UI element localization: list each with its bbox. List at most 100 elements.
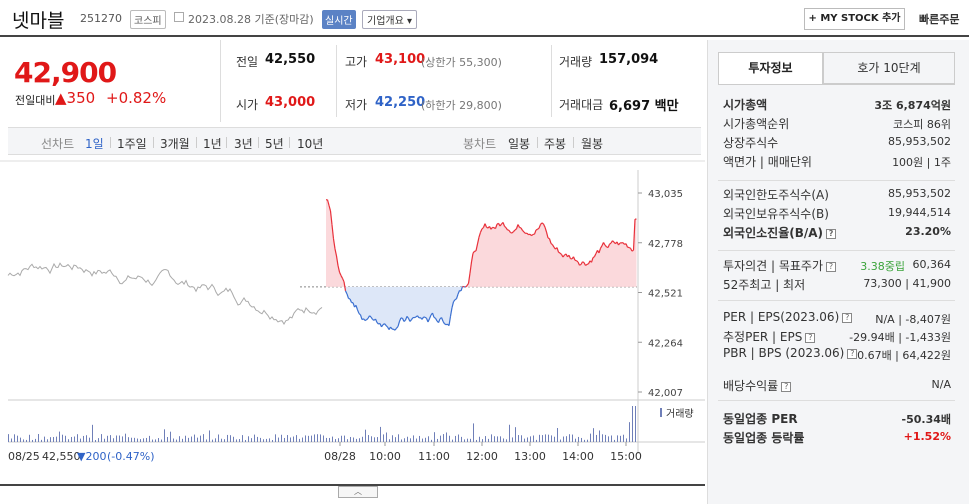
- dividend-yield-label: 배당수익률?: [723, 377, 792, 394]
- chart-collapse-button[interactable]: ︿: [338, 486, 378, 498]
- divider: [573, 137, 574, 148]
- volume-bar: [515, 427, 516, 442]
- help-icon[interactable]: ?: [781, 381, 792, 392]
- volume-bar: [71, 436, 72, 442]
- today-price-segment: [334, 248, 338, 257]
- volume-bar: [155, 439, 156, 442]
- volume-bar: [170, 431, 171, 442]
- tab-order-book[interactable]: 호가 10단계: [823, 52, 955, 84]
- help-icon[interactable]: ?: [842, 312, 853, 323]
- volume-bar: [332, 436, 333, 442]
- volume-bar: [371, 436, 372, 442]
- volume-bar: [377, 437, 378, 442]
- market-badge: 코스피: [130, 10, 166, 29]
- volume-bar: [239, 439, 240, 442]
- volume-bar: [245, 439, 246, 442]
- volume-bar: [197, 437, 198, 442]
- volume-bar: [425, 437, 426, 442]
- period-3m[interactable]: 3개월: [160, 137, 190, 151]
- help-icon[interactable]: ?: [826, 228, 837, 239]
- today-price-segment: [448, 316, 452, 326]
- period-1y[interactable]: 1년: [203, 137, 222, 151]
- today-price-segment: [465, 285, 468, 288]
- volume-bar: [122, 436, 123, 442]
- today-price-segment: [337, 265, 341, 273]
- volume-legend-swatch: [660, 408, 662, 417]
- today-price-segment: [385, 324, 388, 328]
- company-info-dropdown[interactable]: 기업개요 ▾: [362, 10, 417, 29]
- period-1d[interactable]: 1일: [85, 137, 104, 151]
- volume-bar: [104, 438, 105, 442]
- help-icon[interactable]: ?: [847, 348, 858, 359]
- today-price-segment: [417, 315, 420, 319]
- volume-bar: [503, 438, 504, 442]
- help-icon[interactable]: ?: [826, 261, 836, 272]
- today-price-segment: [522, 230, 525, 233]
- period-10y[interactable]: 10년: [297, 137, 324, 151]
- divider: [110, 137, 111, 148]
- volume-bar: [266, 438, 267, 442]
- today-price-segment: [428, 314, 432, 319]
- volume-bar: [227, 434, 228, 442]
- market-cap-rank-label[interactable]: 시가총액순위: [723, 117, 790, 131]
- volume-bar: [287, 435, 288, 442]
- add-mystock-button[interactable]: + MY STOCK 추가: [804, 8, 905, 30]
- today-price-segment: [511, 231, 514, 234]
- today-price-segment: [335, 255, 339, 266]
- tab-invest-info[interactable]: 투자정보: [718, 52, 823, 84]
- volume-legend-label: 거래량: [666, 408, 694, 420]
- per-eps-label: PER | EPS(2023.06)?: [723, 310, 853, 324]
- period-3y[interactable]: 3년: [234, 137, 253, 151]
- volume-bar: [560, 439, 561, 442]
- investment-opinion-label[interactable]: 투자의견 | 목표주가?: [723, 257, 836, 274]
- x-tick-label: 15:00: [610, 450, 642, 463]
- quick-order-link[interactable]: 빠른주문: [919, 13, 960, 26]
- today-price-segment: [460, 286, 464, 292]
- estimated-per-eps-label: 추정PER | EPS?: [723, 328, 816, 345]
- volume-bar: [230, 435, 231, 442]
- volume-bar: [194, 434, 195, 442]
- volume-bar: [89, 437, 90, 442]
- foreign-holding-value: 19,944,514: [888, 206, 951, 219]
- volume-bar: [617, 435, 618, 442]
- current-price: 42,900: [14, 56, 117, 89]
- volume-bar: [188, 437, 189, 442]
- realtime-button[interactable]: 실시간: [322, 10, 356, 29]
- prev-close-label: 전일: [236, 55, 259, 69]
- price-chart[interactable]: 43,035 42,778 42,521 42,264 42,007 08/28 10:00…: [0, 160, 705, 486]
- today-price-segment: [424, 316, 427, 319]
- par-value-unit-value: 100원 | 1주: [892, 156, 951, 169]
- foreign-exhaustion-value: 23.20%: [905, 225, 951, 238]
- volume-bar: [422, 438, 423, 442]
- candle-monthly[interactable]: 월봉: [581, 137, 604, 151]
- volume-bar: [593, 428, 594, 442]
- candle-daily[interactable]: 일봉: [508, 137, 531, 151]
- stock-name: 넷마블: [12, 10, 65, 32]
- previous-day-line: [7, 262, 323, 325]
- volume-bar: [587, 439, 588, 442]
- volume-bar: [314, 434, 315, 442]
- amount-label: 거래대금: [559, 98, 604, 112]
- volume-bar: [398, 434, 399, 442]
- y-tick-label: 42,264: [648, 338, 683, 349]
- volume-bar: [86, 435, 87, 442]
- help-icon[interactable]: ?: [805, 332, 816, 343]
- sector-change-label[interactable]: 동일업종 등락률: [723, 431, 805, 445]
- volume-bar: [536, 439, 537, 442]
- today-price-segment: [622, 242, 625, 245]
- change-percent: +0.82%: [106, 89, 167, 107]
- today-price-segment: [486, 226, 489, 229]
- today-price-segment: [535, 228, 538, 231]
- period-5y[interactable]: 5년: [265, 137, 284, 151]
- sector-per-label[interactable]: 동일업종 PER: [723, 412, 798, 426]
- volume-bar: [77, 434, 78, 442]
- volume-bar: [335, 439, 336, 442]
- volume-bar: [353, 437, 354, 442]
- today-price-segment: [576, 260, 579, 263]
- high-label: 고가: [345, 55, 368, 69]
- period-1w[interactable]: 1주일: [117, 137, 147, 151]
- pbr-bps-value: 0.67배 | 64,422원: [857, 349, 951, 362]
- market-cap-value: 3조 6,874억원: [874, 99, 951, 112]
- volume-bar: [263, 439, 264, 442]
- candle-weekly[interactable]: 주봉: [544, 137, 567, 151]
